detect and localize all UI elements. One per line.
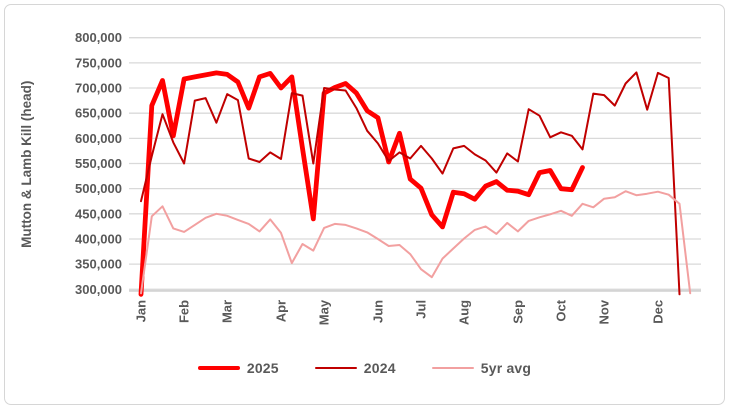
legend-item-5yr-avg: 5yr avg: [431, 360, 532, 376]
legend-line-swatch: [197, 365, 240, 371]
legend-line-swatch: [431, 367, 474, 369]
mutton-lamb-kill-line-chart: 800,000 750,000 700,000 650,000 600,000 550,0…: [19, 30, 701, 325]
legend-label: 2025: [246, 360, 279, 376]
y-tick-label: 300,000: [75, 282, 122, 297]
x-tick-label-nov: Nov: [597, 299, 612, 324]
y-tick-label: 700,000: [75, 81, 122, 96]
series-line-5yr-avg: [140, 190, 692, 295]
series-line-2025: [138, 70, 585, 297]
legend-item-2024: 2024: [314, 360, 396, 376]
y-tick-label: 400,000: [75, 231, 122, 246]
x-tick-label-mar: Mar: [220, 300, 235, 323]
y-tick-label: 650,000: [75, 106, 122, 121]
y-tick-label: 600,000: [75, 131, 122, 146]
series-line-2024: [140, 71, 681, 296]
legend-label: 2024: [363, 360, 396, 376]
x-tick-label-may: May: [317, 299, 332, 325]
y-tick-label: 750,000: [75, 55, 122, 70]
chart-legend: 2025 2024 5yr avg: [5, 360, 724, 376]
y-tick-label: 800,000: [75, 30, 122, 45]
y-tick-label: 350,000: [75, 257, 122, 272]
y-tick-label: 550,000: [75, 156, 122, 171]
y-tick-label: 500,000: [75, 181, 122, 196]
legend-item-2025: 2025: [197, 360, 279, 376]
x-tick-label-aug: Aug: [457, 300, 472, 325]
x-tick-label-jan: Jan: [134, 300, 149, 322]
legend-label: 5yr avg: [480, 360, 532, 376]
y-tick-label: 450,000: [75, 206, 122, 221]
y-axis-title: Mutton & Lamb Kill (head): [19, 81, 34, 248]
legend-line-swatch: [314, 367, 357, 369]
x-tick-label-oct: Oct: [554, 299, 569, 321]
x-tick-label-jul: Jul: [414, 300, 429, 319]
x-tick-label-dec: Dec: [650, 300, 665, 324]
x-tick-label-apr: Apr: [274, 300, 289, 322]
chart-frame: 800,000 750,000 700,000 650,000 600,000 550,0…: [4, 4, 725, 405]
x-tick-label-feb: Feb: [177, 300, 192, 323]
x-tick-label-jun: Jun: [370, 300, 385, 323]
x-tick-label-sep: Sep: [510, 300, 525, 324]
